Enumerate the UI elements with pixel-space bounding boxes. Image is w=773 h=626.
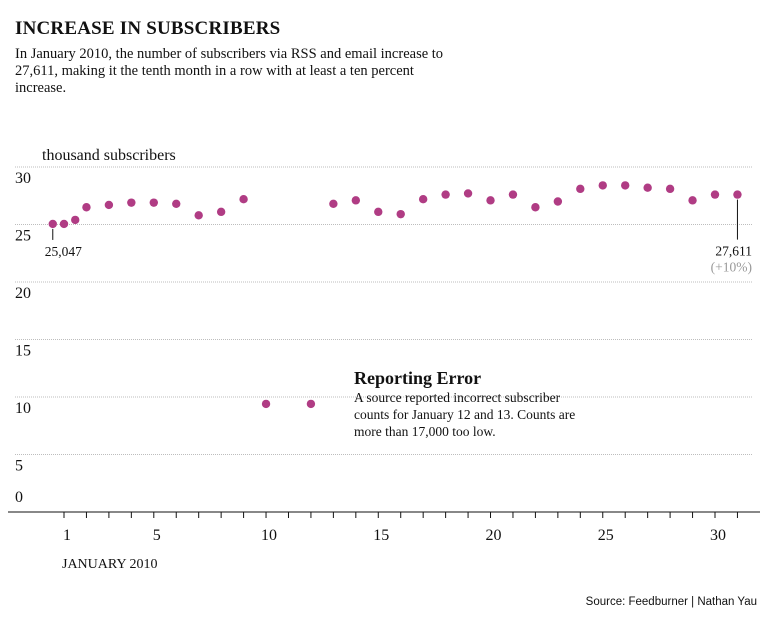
data-point (441, 190, 450, 199)
end-change-label: (+10%) (711, 260, 752, 275)
data-point (463, 189, 473, 198)
x-axis (8, 511, 760, 518)
end-value-label: 27,611 (715, 244, 752, 259)
data-point (48, 219, 57, 229)
y-tick-label: 15 (15, 343, 31, 360)
data-point (733, 190, 742, 199)
data-point (172, 199, 181, 208)
x-tick-label: 15 (373, 527, 389, 544)
data-point (239, 195, 248, 204)
data-point (710, 190, 720, 199)
y-tick-label: 5 (15, 458, 23, 475)
gridlines (15, 166, 752, 455)
data-point (688, 196, 697, 205)
source-credit: Source: Feedburner | Nathan Yau (585, 596, 757, 608)
data-point (553, 197, 563, 206)
reporting-error-text: A source reported incorrect subscriber co… (354, 390, 575, 439)
data-point (194, 211, 203, 220)
data-point (486, 196, 495, 205)
data-point (59, 219, 69, 229)
data-point (643, 183, 652, 192)
data-point (351, 196, 361, 205)
x-tick-labels: 1 5 10 15 20 25 30 (63, 527, 726, 544)
data-point (418, 195, 428, 204)
data-point (127, 198, 136, 207)
data-point (104, 200, 114, 210)
start-value-label: 25,047 (45, 244, 82, 259)
data-point (665, 184, 675, 194)
x-tick-label: 25 (598, 527, 614, 544)
x-tick-label: 30 (710, 527, 726, 544)
y-tick-label: 0 (15, 489, 23, 506)
data-point (508, 190, 518, 199)
data-points (48, 181, 742, 409)
x-axis-label: JANUARY 2010 (62, 557, 158, 572)
y-tick-label: 10 (15, 400, 31, 417)
y-axis-label: thousand subscribers (42, 147, 176, 164)
x-tick-label: 5 (153, 527, 161, 544)
data-point (149, 198, 158, 207)
data-point (374, 207, 383, 217)
data-point (576, 184, 585, 194)
data-point (261, 399, 271, 409)
y-tick-label: 20 (15, 285, 31, 302)
y-tick-labels: 0 5 10 15 20 25 30 (15, 170, 31, 506)
data-point (621, 181, 630, 190)
y-tick-label: 30 (15, 170, 31, 187)
y-tick-label: 25 (15, 228, 31, 245)
data-point (598, 181, 607, 190)
x-tick-label: 20 (486, 527, 502, 544)
data-point (71, 215, 80, 225)
chart-subtitle: In January 2010, the number of subscribe… (15, 46, 444, 96)
data-point (531, 203, 540, 212)
data-point (216, 207, 226, 217)
x-tick-label: 10 (261, 527, 277, 544)
chart-title: INCREASE IN SUBSCRIBERS (15, 18, 281, 39)
data-point (396, 209, 405, 219)
x-tick-label: 1 (63, 527, 71, 544)
reporting-error-title: Reporting Error (354, 368, 481, 388)
data-point (306, 399, 316, 409)
data-point (82, 203, 91, 212)
data-point (329, 199, 338, 208)
